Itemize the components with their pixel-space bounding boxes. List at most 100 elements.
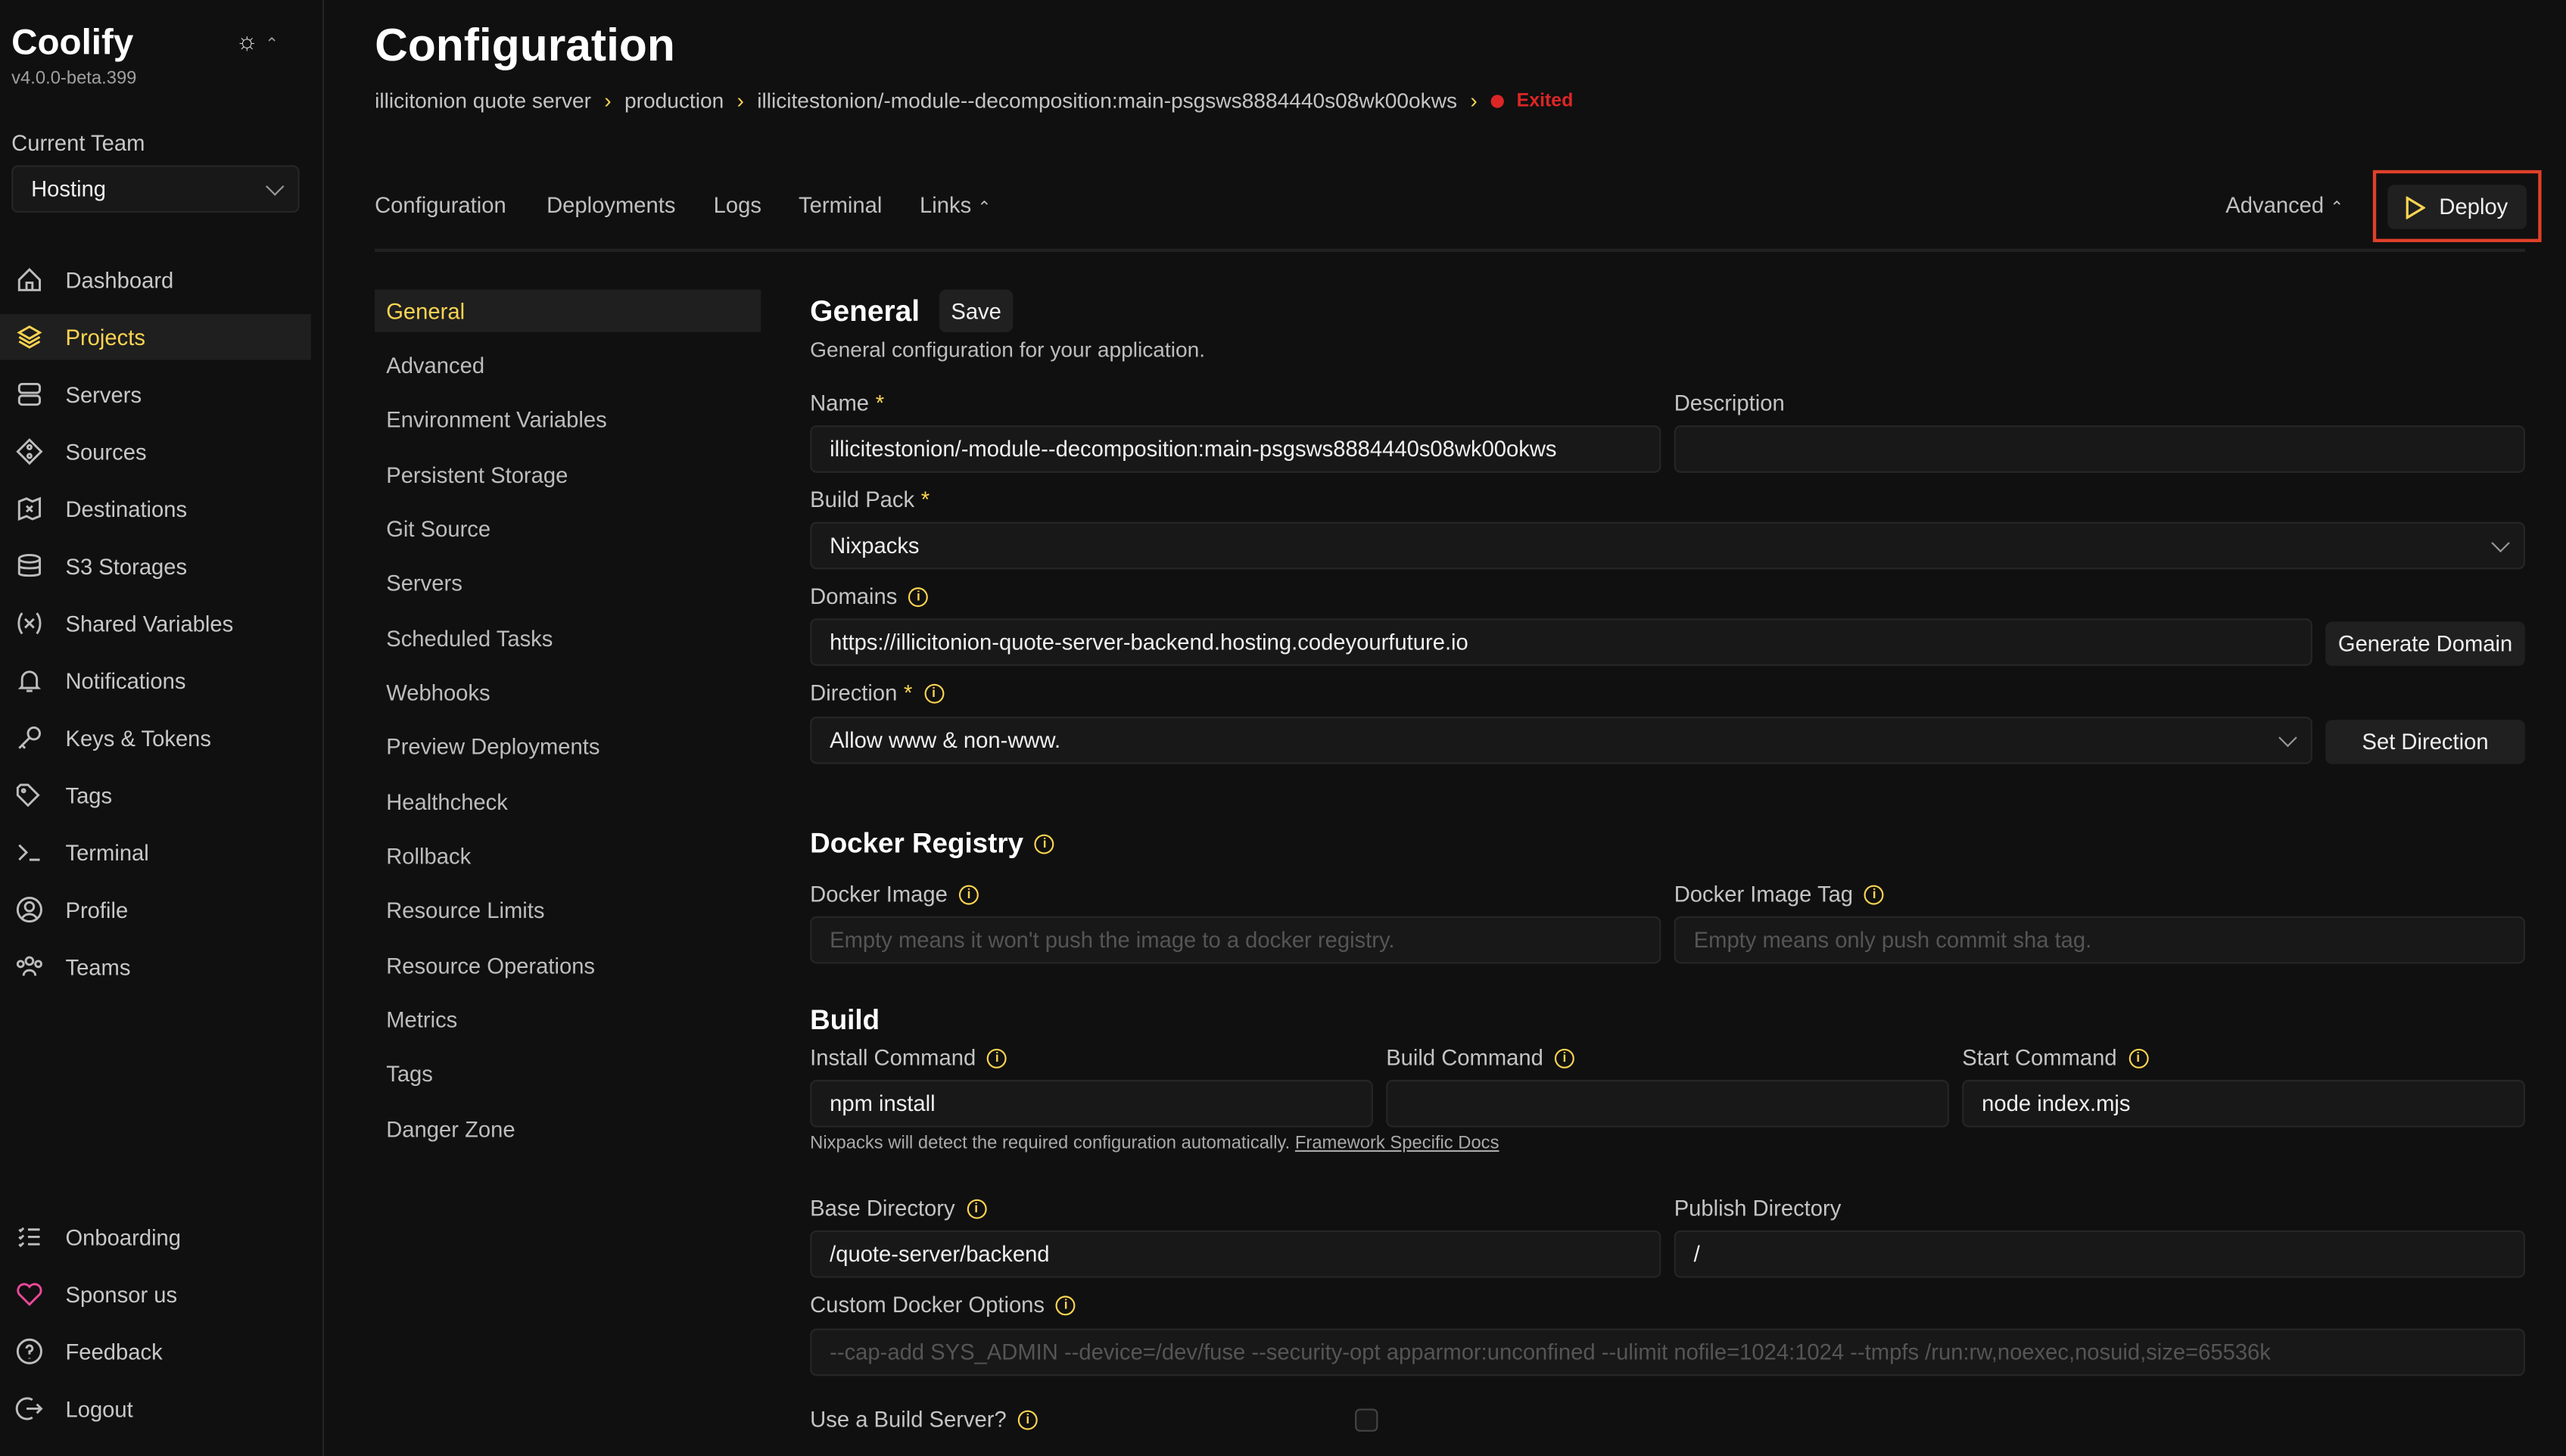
custom-docker-label: Custom Docker Options i (810, 1291, 1076, 1321)
tab-logs[interactable]: Logs (713, 193, 761, 218)
subnav-item-resource-limits[interactable]: Resource Limits (386, 898, 545, 924)
subnav-item-scheduled-tasks[interactable]: Scheduled Tasks (386, 626, 553, 651)
build-command-input[interactable] (1386, 1079, 1949, 1128)
sidebar-item-feedback[interactable]: Feedback (0, 1329, 311, 1375)
deploy-button[interactable]: Deploy (2387, 185, 2527, 229)
chevron-right-icon: › (1470, 88, 1478, 114)
info-icon[interactable]: i (1554, 1048, 1574, 1069)
subnav-item-danger-zone[interactable]: Danger Zone (386, 1117, 515, 1142)
advanced-menu[interactable]: Advanced ⌃ (2225, 193, 2343, 217)
tab-configuration[interactable]: Configuration (375, 193, 506, 218)
info-icon[interactable]: i (1864, 885, 1885, 905)
build-server-label: Use a Build Server? i (810, 1405, 1038, 1435)
subnav-item-servers[interactable]: Servers (386, 571, 462, 596)
section-title-docker-registry: Docker Registry i (810, 829, 1055, 859)
sidebar-item-profile[interactable]: Profile (0, 887, 311, 933)
info-icon[interactable]: i (987, 1048, 1007, 1069)
sidebar-item-dashboard[interactable]: Dashboard (0, 257, 311, 303)
subnav-item-resource-operations[interactable]: Resource Operations (386, 953, 596, 978)
sidebar-item-teams[interactable]: Teams (0, 944, 311, 990)
sidebar-item-label: Keys & Tokens (65, 725, 212, 751)
sidebar-item-keys-tokens[interactable]: Keys & Tokens (0, 715, 311, 761)
subnav-item-environment-variables[interactable]: Environment Variables (386, 407, 607, 433)
info-icon[interactable]: i (966, 1199, 986, 1219)
set-direction-button[interactable]: Set Direction (2325, 720, 2525, 764)
direction-select[interactable]: Allow www & non-www. (810, 716, 2312, 764)
brand-logo: Coolify (11, 21, 134, 63)
install-command-label: Install Command i (810, 1044, 1007, 1073)
info-icon[interactable]: i (2128, 1048, 2148, 1069)
sidebar-item-onboarding[interactable]: Onboarding (0, 1214, 311, 1260)
section-description: General configuration for your applicati… (810, 337, 1206, 362)
custom-docker-options-input[interactable]: --cap-add SYS_ADMIN --device=/dev/fuse -… (810, 1328, 2525, 1377)
subnav-item-tags[interactable]: Tags (386, 1062, 433, 1087)
chevron-down-icon (2491, 534, 2510, 553)
info-icon[interactable]: i (923, 683, 944, 704)
publish-directory-input[interactable]: / (1674, 1230, 2525, 1278)
docker-tag-input[interactable]: Empty means only push commit sha tag. (1674, 916, 2525, 964)
sidebar-item-label: Teams (65, 954, 131, 979)
sidebar-item-label: Shared Variables (65, 611, 234, 636)
start-command-input[interactable]: node index.mjs (1962, 1079, 2525, 1128)
info-icon[interactable]: i (1056, 1296, 1076, 1316)
sidebar-item-sponsor-us[interactable]: Sponsor us (0, 1271, 311, 1318)
subnav-item-git-source[interactable]: Git Source (386, 516, 491, 542)
subnav-item-preview-deployments[interactable]: Preview Deployments (386, 735, 600, 760)
sidebar-item-terminal[interactable]: Terminal (0, 829, 311, 876)
publish-directory-label: Publish Directory (1674, 1196, 1842, 1221)
theme-toggle[interactable]: ☼ ⌃ (235, 27, 279, 56)
subnav-item-webhooks[interactable]: Webhooks (386, 680, 490, 705)
tab-deployments[interactable]: Deployments (547, 193, 676, 218)
sidebar-item-destinations[interactable]: Destinations (0, 486, 311, 532)
generate-domain-button[interactable]: Generate Domain (2325, 621, 2525, 666)
version: v4.0.0-beta.399 (11, 68, 137, 89)
sidebar-item-servers[interactable]: Servers (0, 372, 311, 418)
docker-image-input[interactable]: Empty means it won't push the image to a… (810, 916, 1661, 964)
domains-input[interactable]: https://illicitonion-quote-server-backen… (810, 618, 2312, 666)
install-command-input[interactable]: npm install (810, 1079, 1373, 1128)
breadcrumb-environment[interactable]: production (624, 88, 724, 114)
sidebar: Coolify v4.0.0-beta.399 ☼ ⌃ Current Team… (0, 0, 325, 1456)
framework-docs-link[interactable]: Framework Specific Docs (1294, 1134, 1499, 1154)
subnav-item-rollback[interactable]: Rollback (386, 844, 472, 870)
sidebar-item-label: Tags (65, 782, 113, 807)
sidebar-item-label: Sponsor us (65, 1281, 178, 1307)
info-icon[interactable]: i (1017, 1410, 1038, 1430)
save-button[interactable]: Save (939, 289, 1014, 332)
subnav-item-general[interactable]: General (375, 289, 761, 332)
build-server-checkbox[interactable] (1355, 1408, 1378, 1432)
tab-terminal[interactable]: Terminal (799, 193, 883, 218)
description-input[interactable] (1674, 425, 2525, 473)
logout-icon (13, 1392, 45, 1425)
sidebar-item-projects[interactable]: Projects (0, 314, 311, 360)
helper-text-body: Nixpacks will detect the required config… (810, 1134, 1291, 1154)
info-icon[interactable]: i (959, 885, 979, 905)
sidebar-item-label: Servers (65, 381, 142, 407)
sidebar-item-notifications[interactable]: Notifications (0, 658, 311, 704)
breadcrumb-application[interactable]: illicitestonion/-module--decomposition:m… (757, 88, 1458, 114)
buildpack-select[interactable]: Nixpacks (810, 521, 2525, 570)
subnav-item-healthcheck[interactable]: Healthcheck (386, 789, 508, 814)
sidebar-item-shared-variables[interactable]: Shared Variables (0, 600, 311, 646)
subnav-item-persistent-storage[interactable]: Persistent Storage (386, 462, 568, 487)
tag-icon (13, 779, 45, 811)
sidebar-item-sources[interactable]: Sources (0, 428, 311, 474)
subnav-item-advanced[interactable]: Advanced (386, 353, 485, 378)
git-icon (13, 435, 45, 468)
deploy-highlight (2372, 170, 2542, 242)
sidebar-item-label: Dashboard (65, 267, 174, 292)
required-marker: * (920, 487, 930, 512)
tab-links[interactable]: Links ⌃ (920, 193, 991, 217)
breadcrumb-project[interactable]: illicitonion quote server (375, 88, 591, 114)
team-select[interactable]: Hosting (11, 165, 300, 213)
sidebar-item-tags[interactable]: Tags (0, 772, 311, 818)
advanced-label: Advanced (2225, 193, 2325, 218)
sidebar-item-logout[interactable]: Logout (0, 1386, 311, 1432)
buildpack-label-text: Build Pack (810, 487, 915, 512)
info-icon[interactable]: i (1035, 834, 1055, 854)
name-input[interactable]: illicitestonion/-module--decomposition:m… (810, 425, 1661, 473)
subnav-item-metrics[interactable]: Metrics (386, 1007, 458, 1033)
base-directory-input[interactable]: /quote-server/backend (810, 1230, 1661, 1278)
sidebar-item-s3-storages[interactable]: S3 Storages (0, 543, 311, 590)
info-icon[interactable]: i (908, 587, 929, 608)
